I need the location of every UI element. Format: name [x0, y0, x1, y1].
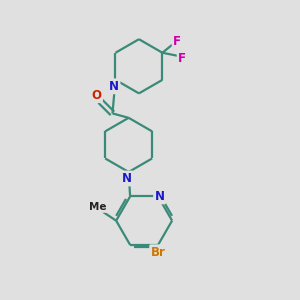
Text: F: F — [178, 52, 186, 65]
Text: Me: Me — [89, 202, 106, 212]
Text: O: O — [92, 89, 102, 102]
Text: Br: Br — [151, 246, 166, 259]
Text: N: N — [154, 190, 165, 203]
Text: F: F — [173, 35, 181, 48]
Text: N: N — [122, 172, 132, 185]
Text: N: N — [109, 80, 119, 93]
